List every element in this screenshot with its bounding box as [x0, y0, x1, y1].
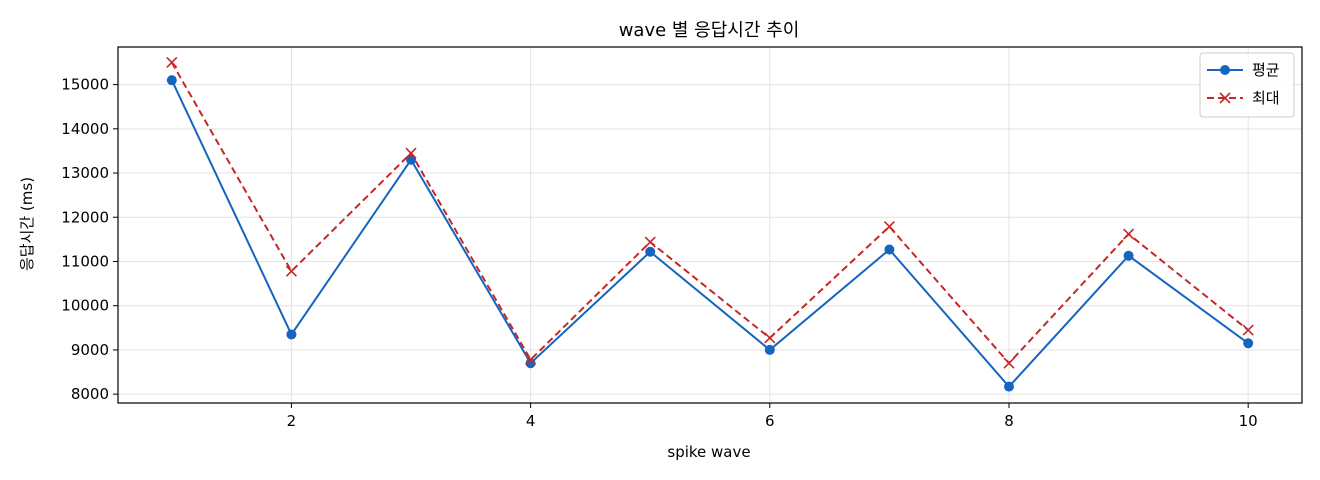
y-tick-label: 13000: [61, 164, 109, 182]
x-marker-stroke: [405, 147, 417, 159]
y-tick-label: 14000: [61, 120, 109, 138]
data-point: [525, 354, 537, 366]
data-point: [884, 244, 895, 255]
data-point: [1123, 250, 1134, 261]
data-point: [764, 332, 776, 344]
legend-marker: [1219, 92, 1231, 104]
data-point: [166, 56, 178, 69]
legend-label: 평균: [1252, 61, 1280, 79]
x-tick-label: 6: [765, 412, 775, 430]
series-line: [170, 61, 1249, 365]
x-marker-stroke: [764, 332, 776, 344]
data-point: [286, 329, 297, 340]
legend-item: 최대: [1207, 89, 1280, 107]
y-tick-label: 15000: [61, 76, 109, 94]
data-point: [1242, 324, 1254, 336]
series-max: [166, 56, 1254, 369]
x-tick-label: 4: [526, 412, 536, 430]
data-point: [166, 75, 177, 86]
data-point: [645, 246, 656, 257]
legend-box: [1199, 52, 1295, 118]
data-point: [1003, 381, 1014, 392]
x-marker-stroke: [1003, 357, 1015, 369]
x-marker-stroke: [883, 220, 895, 233]
y-tick-label: 10000: [61, 297, 109, 315]
data-point: [1123, 228, 1135, 240]
legend-item: 평균: [1207, 61, 1280, 79]
data-point: [644, 236, 656, 248]
x-marker-stroke: [644, 236, 656, 248]
data-point: [525, 358, 536, 369]
y-tick-label: 9000: [71, 341, 109, 359]
data-point: [405, 147, 417, 159]
data-point: [1243, 338, 1254, 349]
data-point: [764, 344, 775, 355]
x-marker-stroke: [525, 354, 537, 366]
data-point: [883, 220, 895, 233]
plot-frame: [117, 46, 1303, 404]
grid-lines: [118, 47, 1302, 403]
series-mean: [166, 75, 1254, 392]
y-tick-label: 11000: [61, 252, 109, 270]
x-marker-stroke: [1242, 324, 1254, 336]
x-marker-stroke: [1123, 228, 1135, 240]
legend-marker: [1220, 65, 1230, 75]
axis-ticks: 8000 9000 10000 11000 12000 13000 14000 15000 2 4…: [61, 76, 1257, 430]
y-tick-label: 12000: [61, 208, 109, 226]
x-axis-label: spike wave: [667, 443, 750, 461]
data-point: [1003, 357, 1015, 369]
series-line: [170, 79, 1249, 389]
x-marker-stroke: [166, 56, 178, 69]
chart-title: wave 별 응답시간 추이: [619, 20, 800, 41]
y-axis-label: 응답시간 (ms): [18, 177, 36, 271]
data-series: [166, 56, 1254, 392]
x-tick-label: 2: [287, 412, 297, 430]
data-point: [285, 265, 297, 277]
x-tick-label: 8: [1004, 412, 1014, 430]
y-tick-label: 8000: [71, 385, 109, 403]
x-tick-label: 10: [1239, 412, 1258, 430]
x-marker-stroke: [1219, 92, 1231, 104]
legend-label: 최대: [1252, 89, 1280, 107]
x-marker-stroke: [285, 265, 297, 277]
